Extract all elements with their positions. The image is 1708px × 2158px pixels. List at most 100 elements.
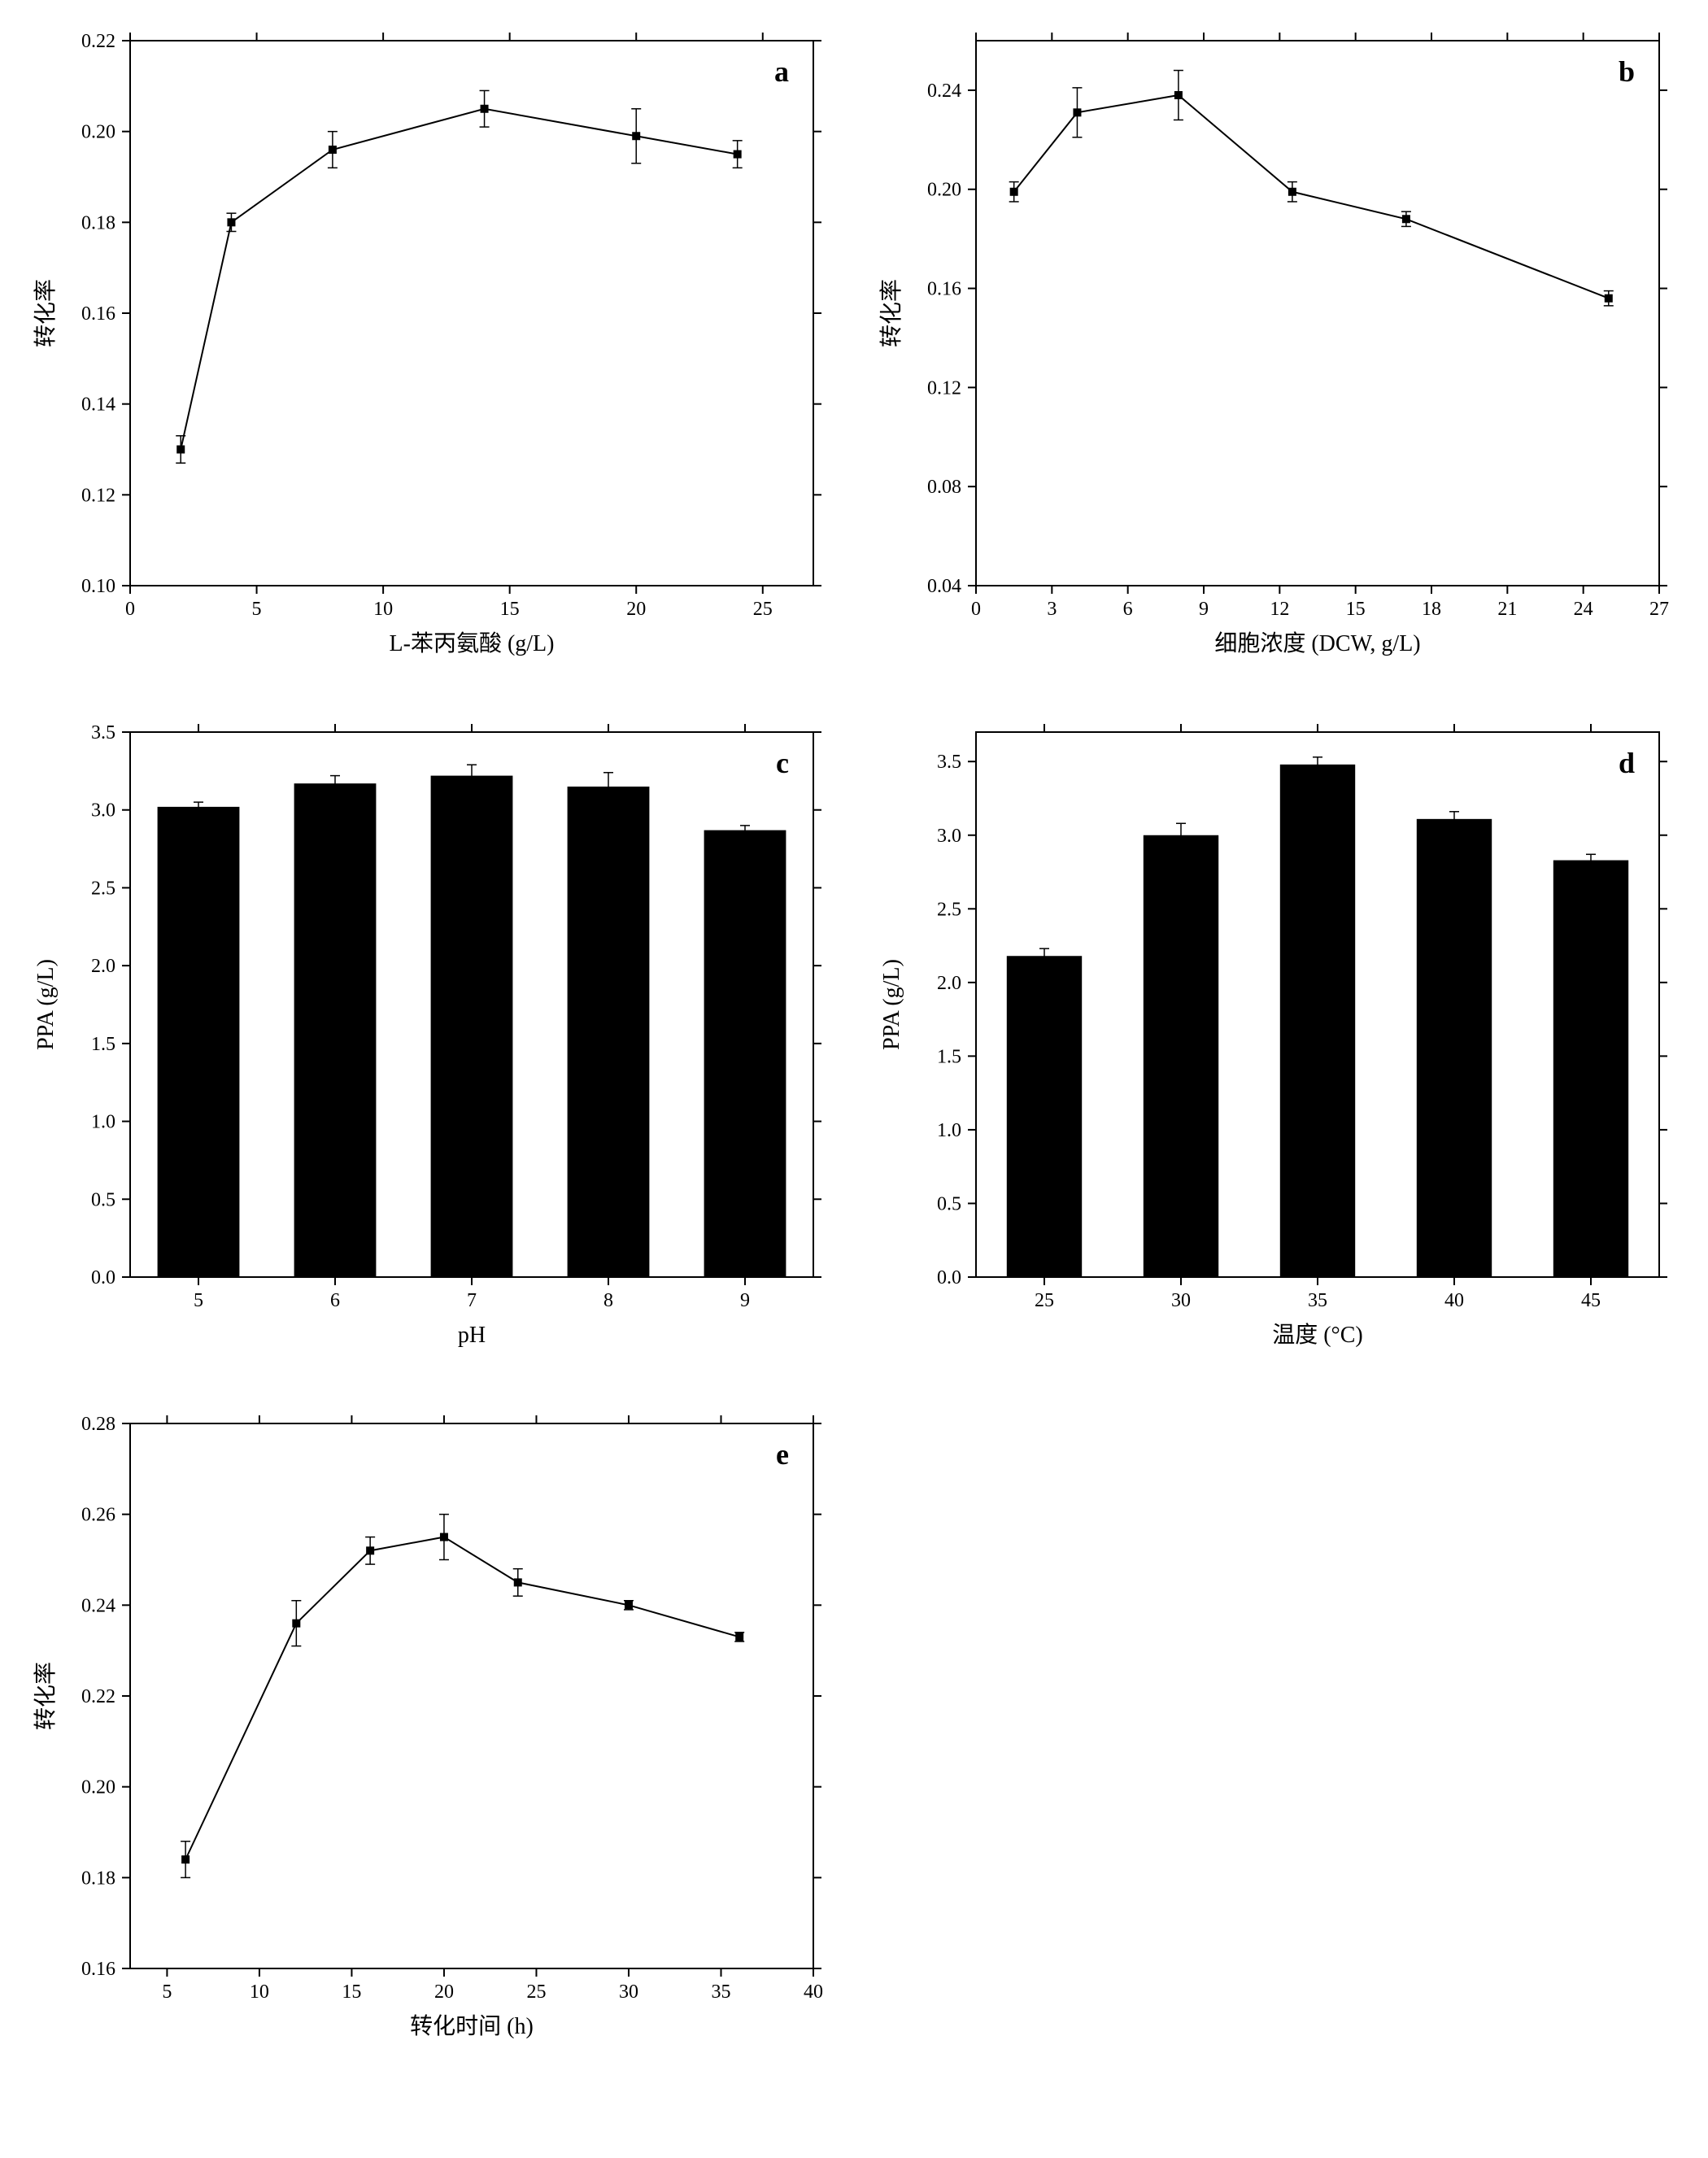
bar bbox=[431, 776, 513, 1277]
data-marker bbox=[735, 1633, 743, 1641]
chart-panel-a: a0.100.120.140.160.180.200.220510152025L… bbox=[16, 16, 846, 683]
bar bbox=[568, 787, 650, 1277]
chart-panel-e: e0.160.180.200.220.240.260.2851015202530… bbox=[16, 1399, 846, 2066]
x-axis-label: 温度 (°C) bbox=[1272, 1322, 1363, 1348]
x-tick-label: 6 bbox=[1123, 599, 1133, 620]
bar bbox=[1280, 765, 1355, 1277]
chart-panel-c: c0.00.51.01.52.02.53.03.556789pHPPA (g/L… bbox=[16, 708, 846, 1375]
x-tick-label: 30 bbox=[619, 1981, 638, 2003]
x-tick-label: 45 bbox=[1581, 1290, 1601, 1311]
bar bbox=[1553, 861, 1628, 1277]
chart-svg: d0.00.51.01.52.02.53.03.52530354045温度 (°… bbox=[862, 708, 1692, 1375]
data-marker bbox=[227, 218, 235, 226]
y-tick-label: 1.0 bbox=[91, 1112, 115, 1133]
chart-svg: c0.00.51.01.52.02.53.03.556789pHPPA (g/L… bbox=[16, 708, 846, 1375]
x-tick-label: 6 bbox=[330, 1290, 340, 1311]
x-tick-label: 0 bbox=[971, 599, 981, 620]
bar bbox=[704, 831, 786, 1277]
bar bbox=[1417, 819, 1492, 1277]
data-marker bbox=[440, 1533, 448, 1541]
data-marker bbox=[1073, 108, 1081, 116]
y-tick-label: 0.14 bbox=[81, 395, 115, 416]
y-tick-label: 0.24 bbox=[81, 1595, 115, 1616]
x-axis-label: L-苯丙氨酸 (g/L) bbox=[390, 630, 555, 656]
y-tick-label: 1.0 bbox=[937, 1120, 961, 1141]
x-axis-label: 转化时间 (h) bbox=[410, 2013, 534, 2039]
chart-grid: a0.100.120.140.160.180.200.220510152025L… bbox=[16, 16, 1692, 2066]
data-marker bbox=[176, 446, 185, 454]
x-tick-label: 9 bbox=[1199, 599, 1209, 620]
y-tick-label: 0.12 bbox=[81, 485, 115, 506]
x-tick-label: 12 bbox=[1270, 599, 1289, 620]
y-tick-label: 0.18 bbox=[81, 1868, 115, 1889]
y-tick-label: 0.12 bbox=[927, 377, 961, 399]
panel-label: d bbox=[1619, 747, 1635, 779]
data-marker bbox=[292, 1620, 300, 1628]
y-tick-label: 0.28 bbox=[81, 1414, 115, 1435]
x-tick-label: 24 bbox=[1574, 599, 1593, 620]
chart-svg: e0.160.180.200.220.240.260.2851015202530… bbox=[16, 1399, 846, 2066]
x-tick-label: 15 bbox=[342, 1981, 361, 2003]
y-tick-label: 0.16 bbox=[81, 303, 115, 325]
x-tick-label: 40 bbox=[804, 1981, 823, 2003]
y-tick-label: 0.22 bbox=[81, 31, 115, 52]
x-tick-label: 18 bbox=[1422, 599, 1441, 620]
bar bbox=[1007, 956, 1082, 1277]
panel-label: e bbox=[776, 1438, 789, 1471]
y-tick-label: 2.0 bbox=[91, 956, 115, 977]
y-axis-label: 转化率 bbox=[878, 279, 904, 347]
y-tick-label: 0.20 bbox=[927, 180, 961, 201]
y-axis-label: PPA (g/L) bbox=[33, 959, 59, 1050]
x-tick-label: 27 bbox=[1649, 599, 1669, 620]
y-tick-label: 0.20 bbox=[81, 1777, 115, 1798]
x-tick-label: 10 bbox=[373, 599, 393, 620]
x-tick-label: 8 bbox=[603, 1290, 613, 1311]
data-marker bbox=[514, 1578, 522, 1586]
y-axis-label: PPA (g/L) bbox=[879, 959, 904, 1050]
bar bbox=[1144, 835, 1218, 1277]
panel-label: b bbox=[1619, 55, 1635, 88]
y-tick-label: 0.0 bbox=[937, 1267, 961, 1288]
x-tick-label: 15 bbox=[1346, 599, 1366, 620]
x-tick-label: 25 bbox=[753, 599, 773, 620]
y-axis-label: 转化率 bbox=[33, 279, 59, 347]
x-axis-label: pH bbox=[458, 1323, 486, 1348]
y-tick-label: 1.5 bbox=[91, 1034, 115, 1055]
x-tick-label: 40 bbox=[1444, 1290, 1464, 1311]
data-marker bbox=[481, 105, 489, 113]
y-tick-label: 2.5 bbox=[91, 878, 115, 899]
y-tick-label: 2.0 bbox=[937, 973, 961, 994]
x-tick-label: 5 bbox=[252, 599, 262, 620]
data-marker bbox=[1288, 188, 1296, 196]
data-marker bbox=[1010, 188, 1018, 196]
y-tick-label: 0.22 bbox=[81, 1686, 115, 1707]
data-marker bbox=[1174, 91, 1183, 99]
x-tick-label: 35 bbox=[1308, 1290, 1327, 1311]
x-tick-label: 21 bbox=[1497, 599, 1517, 620]
y-tick-label: 0.5 bbox=[937, 1193, 961, 1214]
x-tick-label: 25 bbox=[526, 1981, 546, 2003]
y-tick-label: 3.5 bbox=[937, 752, 961, 773]
data-marker bbox=[1605, 294, 1613, 303]
x-tick-label: 35 bbox=[711, 1981, 730, 2003]
x-tick-label: 3 bbox=[1047, 599, 1057, 620]
chart-panel-d: d0.00.51.01.52.02.53.03.52530354045温度 (°… bbox=[862, 708, 1692, 1375]
y-tick-label: 0.08 bbox=[927, 477, 961, 498]
x-tick-label: 20 bbox=[626, 599, 646, 620]
data-marker bbox=[329, 146, 337, 154]
x-tick-label: 5 bbox=[162, 1981, 172, 2003]
x-tick-label: 9 bbox=[740, 1290, 750, 1311]
data-marker bbox=[181, 1855, 190, 1864]
x-tick-label: 30 bbox=[1171, 1290, 1191, 1311]
y-tick-label: 3.5 bbox=[91, 722, 115, 743]
panel-label: c bbox=[776, 747, 789, 779]
y-tick-label: 0.16 bbox=[81, 1959, 115, 1980]
y-tick-label: 3.0 bbox=[91, 800, 115, 822]
chart-svg: a0.100.120.140.160.180.200.220510152025L… bbox=[16, 16, 846, 683]
x-tick-label: 15 bbox=[500, 599, 520, 620]
x-tick-label: 0 bbox=[125, 599, 135, 620]
y-tick-label: 2.5 bbox=[937, 899, 961, 920]
y-axis-label: 转化率 bbox=[33, 1662, 59, 1730]
x-tick-label: 10 bbox=[250, 1981, 269, 2003]
y-tick-label: 0.04 bbox=[927, 576, 961, 597]
